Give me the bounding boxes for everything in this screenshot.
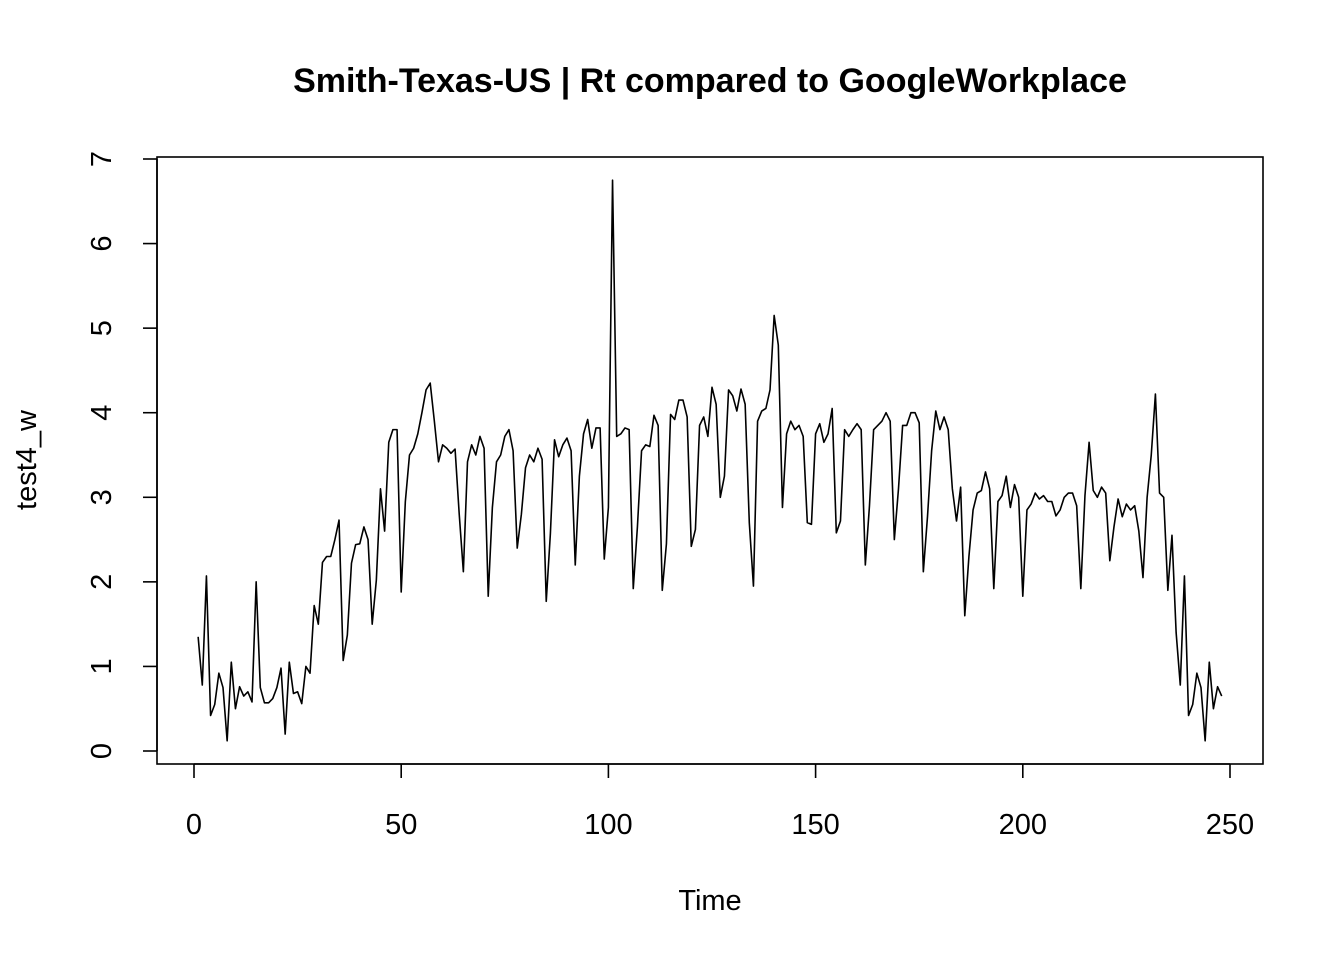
x-tick-label: 250 <box>1206 809 1254 841</box>
x-tick-label: 50 <box>385 809 417 841</box>
y-tick-label: 3 <box>86 489 118 505</box>
y-tick-label: 4 <box>86 405 118 421</box>
y-tick-label: 5 <box>86 320 118 336</box>
x-tick-label: 150 <box>791 809 839 841</box>
chart-title: Smith-Texas-US | Rt compared to GoogleWo… <box>293 62 1127 100</box>
x-tick-label: 0 <box>186 809 202 841</box>
x-tick-label: 100 <box>584 809 632 841</box>
y-tick-label: 7 <box>86 151 118 167</box>
y-tick-label: 0 <box>86 743 118 759</box>
y-axis: 0 1 2 3 4 5 6 7 <box>86 151 158 759</box>
series-line <box>197 179 1223 742</box>
x-axis: 0 50 100 150 200 250 <box>186 763 1254 841</box>
y-tick-label: 2 <box>86 574 118 590</box>
plot-frame <box>156 156 1264 765</box>
x-tick-label: 200 <box>999 809 1047 841</box>
y-axis-label: test4_w <box>11 409 43 510</box>
y-tick-label: 1 <box>86 658 118 674</box>
x-axis-label: Time <box>678 885 741 917</box>
y-tick-label: 6 <box>86 236 118 252</box>
